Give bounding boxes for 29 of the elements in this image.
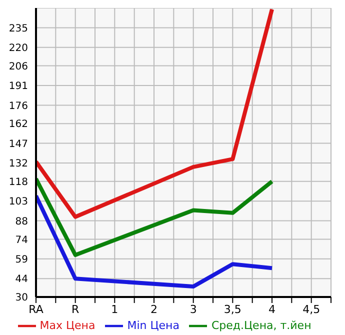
y-tick-label: 132 bbox=[8, 158, 28, 170]
y-tick-label: 103 bbox=[8, 196, 28, 208]
legend-label: Min Цена bbox=[127, 319, 180, 332]
x-tick-label: RA bbox=[28, 302, 44, 316]
x-tick-label: 4,5 bbox=[302, 302, 320, 316]
y-tick-label: 176 bbox=[8, 100, 28, 112]
x-tick-label: 3,5 bbox=[224, 302, 242, 316]
x-tick-label: 2 bbox=[150, 302, 158, 316]
legend-label: Max Цена bbox=[40, 319, 96, 332]
y-tick-label: 74 bbox=[15, 234, 28, 246]
legend-label: Сред.Цена, т.йен bbox=[211, 319, 312, 332]
y-tick-label: 162 bbox=[8, 119, 28, 130]
line-series bbox=[36, 8, 274, 219]
x-tick-label: 4 bbox=[268, 302, 276, 316]
y-tick-label: 30 bbox=[15, 292, 28, 304]
line-series bbox=[36, 194, 274, 288]
y-tick-label: 220 bbox=[8, 42, 28, 54]
y-tick-label: 118 bbox=[8, 176, 28, 188]
x-tick-label: 3 bbox=[190, 302, 197, 316]
y-tick-label: 191 bbox=[8, 81, 28, 92]
line-series bbox=[36, 176, 274, 257]
y-tick-label: 147 bbox=[8, 138, 28, 150]
y-tick-label: 235 bbox=[8, 23, 28, 34]
y-tick-label: 88 bbox=[15, 216, 28, 228]
y-tick-label: 59 bbox=[15, 254, 28, 266]
x-tick-label: 1 bbox=[111, 302, 118, 316]
y-tick-label: 44 bbox=[15, 274, 28, 286]
y-tick-label: 206 bbox=[8, 61, 28, 72]
x-tick-label: R bbox=[72, 302, 80, 316]
